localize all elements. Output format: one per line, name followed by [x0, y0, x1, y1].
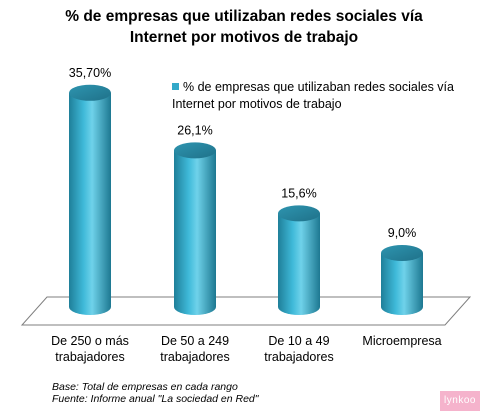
bar — [174, 142, 216, 315]
category-label: De 250 o más — [51, 334, 129, 348]
legend-entry-line-2: Internet por motivos de trabajo — [172, 97, 342, 111]
value-label: 9,0% — [388, 226, 417, 240]
category-labels-group: De 250 o más trabajadores De 50 a 249 traba… — [51, 334, 442, 364]
category-label: De 10 a 49 — [268, 334, 329, 348]
bar — [278, 205, 320, 315]
footnote-base: Base: Total de empresas en cada rango — [52, 381, 238, 393]
legend: % de empresas que utilizaban redes socia… — [172, 79, 472, 113]
category-label: trabajadores — [264, 350, 334, 364]
footnote: Base: Total de empresas en cada rango Fu… — [52, 381, 259, 405]
category-label: trabajadores — [55, 350, 125, 364]
value-label: 15,6% — [281, 186, 316, 200]
footnote-source: Fuente: Informe anual "La sociedad en Re… — [52, 393, 259, 405]
chart-title-line-2: Internet por motivos de trabajo — [129, 29, 359, 46]
bar — [381, 245, 423, 315]
legend-entry-line-1: % de empresas que utilizaban redes socia… — [183, 80, 454, 94]
legend-swatch — [172, 83, 179, 90]
category-label: De 50 a 249 — [161, 334, 229, 348]
category-label: Microempresa — [362, 334, 441, 348]
bars-group — [69, 84, 423, 315]
value-label: 26,1% — [177, 123, 212, 137]
brand-logo: lynkoo — [440, 391, 480, 411]
value-label: 35,70% — [69, 66, 111, 80]
chart-title-line-1: % de empresas que utilizaban redes socia… — [65, 8, 423, 25]
chart-title: % de empresas que utilizaban redes socia… — [0, 6, 488, 48]
category-label: trabajadores — [160, 350, 230, 364]
chart-floor — [20, 296, 472, 326]
bar — [69, 84, 111, 315]
value-labels-group: 35,70% 26,1% 15,6% 9,0% — [69, 66, 416, 240]
